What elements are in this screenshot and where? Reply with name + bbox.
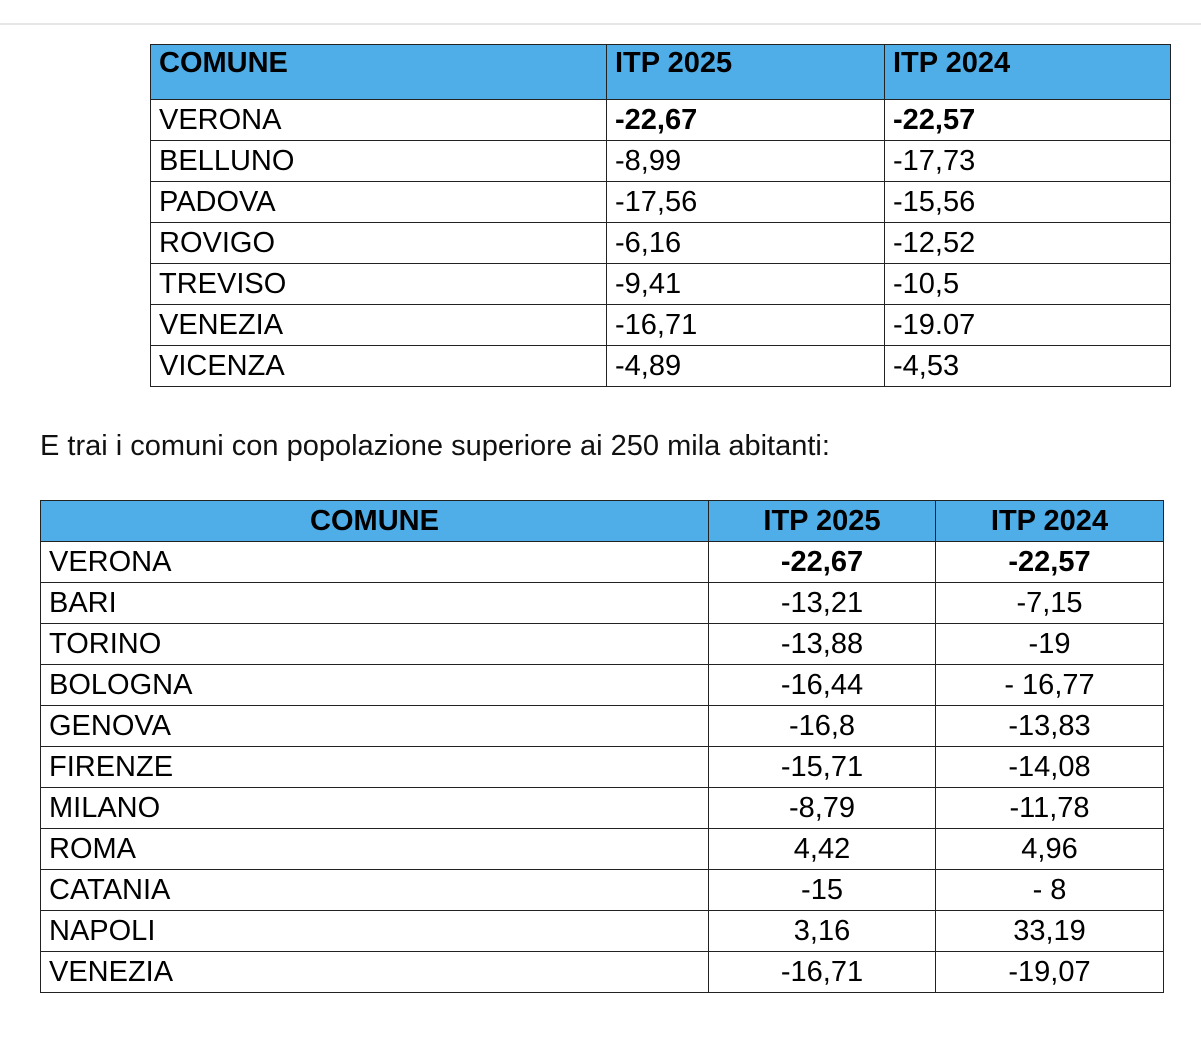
table-cell: -16,44 bbox=[708, 664, 936, 706]
header-cell: COMUNE bbox=[40, 500, 709, 542]
header-cell: ITP 2024 bbox=[884, 44, 1171, 100]
table-cell: -12,52 bbox=[884, 222, 1171, 264]
table-cell: BOLOGNA bbox=[40, 664, 709, 706]
table-row: VICENZA -4,89 -4,53 bbox=[150, 345, 1171, 387]
table-cell: 3,16 bbox=[708, 910, 936, 952]
table: COMUNE ITP 2025 ITP 2024 VERONA -22,67 -22,57… bbox=[40, 500, 1164, 993]
table-cell: MILANO bbox=[40, 787, 709, 829]
header-row: COMUNE ITP 2025 ITP 2024 bbox=[40, 500, 1164, 542]
table-cell: 4,96 bbox=[935, 828, 1164, 870]
table-cell: -7,15 bbox=[935, 582, 1164, 624]
table-cell: -4,89 bbox=[606, 345, 885, 387]
header-row: COMUNE ITP 2025 ITP 2024 bbox=[150, 44, 1171, 100]
header-cell: ITP 2025 bbox=[708, 500, 936, 542]
table-cell: 4,42 bbox=[708, 828, 936, 870]
table-cell: -22,67 bbox=[606, 99, 885, 141]
table-cell: -16,71 bbox=[606, 304, 885, 346]
table-cell: TREVISO bbox=[150, 263, 607, 305]
table-cell: VERONA bbox=[40, 541, 709, 583]
table-cell: -22,57 bbox=[884, 99, 1171, 141]
table-cell: -15 bbox=[708, 869, 936, 911]
table-row: BARI -13,21 -7,15 bbox=[40, 582, 1164, 624]
table-row: BOLOGNA -16,44- 16,77 bbox=[40, 664, 1164, 706]
table-cell: VERONA bbox=[150, 99, 607, 141]
table-cell: BELLUNO bbox=[150, 140, 607, 182]
table-cell: - 16,77 bbox=[935, 664, 1164, 706]
table-row: CATANIA -15- 8 bbox=[40, 869, 1164, 911]
table-cell: VENEZIA bbox=[150, 304, 607, 346]
table-row: GENOVA -16,8 -13,83 bbox=[40, 705, 1164, 747]
table-cell: -15,71 bbox=[708, 746, 936, 788]
table-row: VERONA -22,67 -22,57 bbox=[40, 541, 1164, 583]
divider bbox=[0, 23, 1201, 25]
table-cell: PADOVA bbox=[150, 181, 607, 223]
table-cell: GENOVA bbox=[40, 705, 709, 747]
table-cell: -11,78 bbox=[935, 787, 1164, 829]
table-row: MILANO -8,79 -11,78 bbox=[40, 787, 1164, 829]
table-cell: 33,19 bbox=[935, 910, 1164, 952]
table-cell: BARI bbox=[40, 582, 709, 624]
table-cell: -14,08 bbox=[935, 746, 1164, 788]
table-cell: - 8 bbox=[935, 869, 1164, 911]
table-row: ROVIGO -6,16 -12,52 bbox=[150, 222, 1171, 264]
table-cell: NAPOLI bbox=[40, 910, 709, 952]
table-cell: -19.07 bbox=[884, 304, 1171, 346]
table-cell: TORINO bbox=[40, 623, 709, 665]
table-cell: -19,07 bbox=[935, 951, 1164, 993]
table-cell: -19 bbox=[935, 623, 1164, 665]
table-cell: -13,83 bbox=[935, 705, 1164, 747]
table-cell: ROVIGO bbox=[150, 222, 607, 264]
table-cell: FIRENZE bbox=[40, 746, 709, 788]
table-cell: -17,73 bbox=[884, 140, 1171, 182]
table-row: PADOVA -17,56 -15,56 bbox=[150, 181, 1171, 223]
table-cell: -16,71 bbox=[708, 951, 936, 993]
table: COMUNE ITP 2025 ITP 2024 VERONA -22,67 -22,57… bbox=[150, 44, 1171, 387]
table-row: VENEZIA -16,71 -19,07 bbox=[40, 951, 1164, 993]
table-cell: -16,8 bbox=[708, 705, 936, 747]
table-cell: -8,99 bbox=[606, 140, 885, 182]
table-row: VENEZIA -16,71 -19.07 bbox=[150, 304, 1171, 346]
table-cell: -22,67 bbox=[708, 541, 936, 583]
table-row: FIRENZE -15,71 -14,08 bbox=[40, 746, 1164, 788]
table-row: BELLUNO -8,99 -17,73 bbox=[150, 140, 1171, 182]
table-cell: VENEZIA bbox=[40, 951, 709, 993]
table-row: VERONA -22,67 -22,57 bbox=[150, 99, 1171, 141]
header-cell: ITP 2024 bbox=[935, 500, 1164, 542]
table-cell: -6,16 bbox=[606, 222, 885, 264]
header-cell: ITP 2025 bbox=[606, 44, 885, 100]
header-cell: COMUNE bbox=[150, 44, 607, 100]
table-row: TORINO -13,88 -19 bbox=[40, 623, 1164, 665]
table-cell: -8,79 bbox=[708, 787, 936, 829]
table-cell: -15,56 bbox=[884, 181, 1171, 223]
table-cell: -9,41 bbox=[606, 263, 885, 305]
table-cell: -13,88 bbox=[708, 623, 936, 665]
table-cell: ROMA bbox=[40, 828, 709, 870]
table-cell: -4,53 bbox=[884, 345, 1171, 387]
table-cell: -10,5 bbox=[884, 263, 1171, 305]
table-cell: -13,21 bbox=[708, 582, 936, 624]
table-row: TREVISO -9,41 -10,5 bbox=[150, 263, 1171, 305]
table-cell: VICENZA bbox=[150, 345, 607, 387]
table-cell: -22,57 bbox=[935, 541, 1164, 583]
table-row: NAPOLI 3,16 33,19 bbox=[40, 910, 1164, 952]
table-cell: CATANIA bbox=[40, 869, 709, 911]
table-row: ROMA 4,42 4,96 bbox=[40, 828, 1164, 870]
intro-text: E trai i comuni con popolazione superior… bbox=[40, 430, 830, 462]
table-cell: -17,56 bbox=[606, 181, 885, 223]
